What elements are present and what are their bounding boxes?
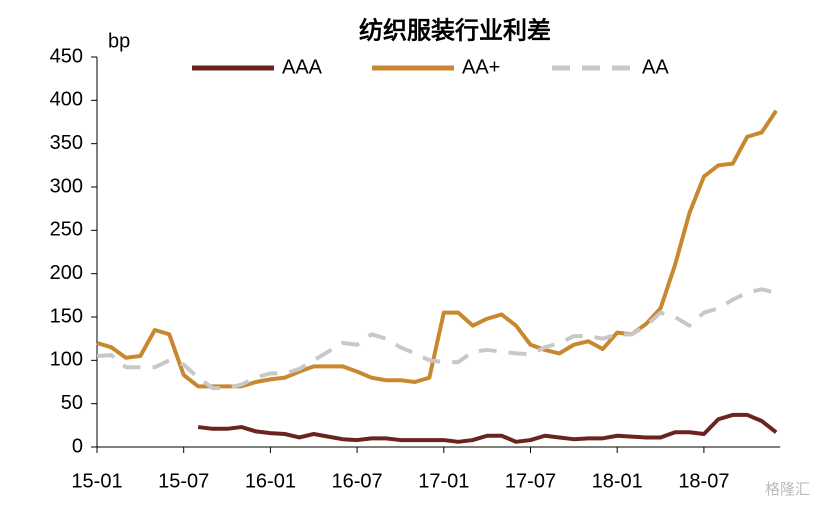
- y-tick-label: 400: [50, 89, 83, 111]
- y-tick-label: 250: [50, 219, 83, 241]
- legend-label: AA: [642, 56, 669, 78]
- x-tick-label: 17-07: [505, 470, 556, 492]
- x-tick-label: 16-07: [332, 470, 383, 492]
- y-tick-label: 0: [72, 435, 83, 457]
- x-tick-label: 18-01: [592, 470, 643, 492]
- x-tick-label: 16-01: [245, 470, 296, 492]
- y-tick-label: 150: [50, 305, 83, 327]
- y-tick-label: 350: [50, 132, 83, 154]
- y-tick-label: 450: [50, 45, 83, 67]
- legend-label: AAA: [282, 56, 323, 78]
- series-line: [96, 109, 778, 389]
- x-tick-label: 15-01: [71, 470, 122, 492]
- x-tick-label: 17-01: [418, 470, 469, 492]
- x-tick-label: 15-07: [158, 470, 209, 492]
- watermark: 格隆汇: [765, 481, 810, 498]
- y-tick-label: 50: [61, 392, 83, 414]
- x-tick-label: 18-07: [678, 470, 729, 492]
- y-tick-label: 200: [50, 262, 83, 284]
- legend-label: AA+: [462, 56, 500, 78]
- series-line: [96, 287, 777, 391]
- y-tick-label: 100: [50, 349, 83, 371]
- series-line: [197, 412, 778, 444]
- y-tick-label: 300: [50, 175, 83, 197]
- y-axis-label: bp: [108, 30, 130, 52]
- chart-title: 纺织服装行业利差: [359, 16, 551, 44]
